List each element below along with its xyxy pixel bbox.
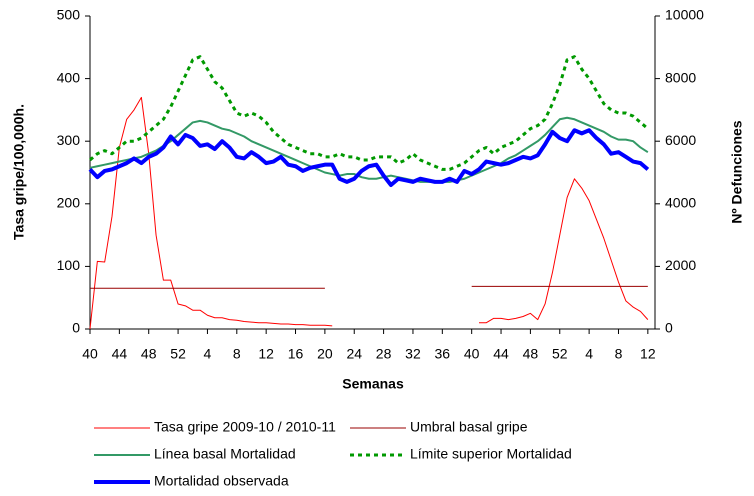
- y-tick-label: 100: [57, 257, 81, 273]
- x-tick-label: 24: [346, 346, 362, 362]
- x-tick-label: 20: [317, 346, 333, 362]
- y-axis-title: Tasa gripe/100,000h.: [11, 104, 27, 240]
- y-tick-label: 400: [57, 69, 81, 85]
- x-tick-label: 40: [82, 346, 98, 362]
- legend-label: Tasa gripe 2009-10 / 2010-11: [154, 419, 336, 435]
- x-tick-label: 52: [170, 346, 186, 362]
- y-tick-label: 500: [57, 7, 81, 23]
- y-tick-label: 300: [57, 132, 81, 148]
- y2-tick-label: 0: [665, 320, 673, 336]
- x-tick-label: 4: [585, 346, 593, 362]
- x-tick-label: 32: [405, 346, 421, 362]
- x-tick-label: 44: [112, 346, 128, 362]
- legend-label: Límite superior Mortalidad: [410, 446, 572, 462]
- y-tick-label: 200: [57, 195, 81, 211]
- x-axis-title: Semanas: [342, 376, 404, 392]
- series-line: [90, 285, 648, 289]
- x-tick-label: 12: [640, 346, 656, 362]
- y2-tick-label: 4000: [665, 195, 696, 211]
- y-tick-label: 0: [72, 320, 80, 336]
- series-line: [89, 96, 649, 330]
- series-line: [88, 128, 650, 188]
- x-tick-label: 28: [376, 346, 392, 362]
- x-tick-label: 36: [435, 346, 451, 362]
- legend-label: Mortalidad observada: [154, 473, 289, 489]
- legend-label: Umbral basal gripe: [410, 419, 528, 435]
- x-tick-label: 48: [141, 346, 157, 362]
- series-line: [89, 55, 649, 171]
- y2-tick-label: 6000: [665, 132, 696, 148]
- legend-label: Línea basal Mortalidad: [154, 446, 296, 462]
- x-tick-label: 40: [464, 346, 480, 362]
- x-tick-label: 4: [204, 346, 212, 362]
- x-tick-label: 44: [493, 346, 509, 362]
- x-tick-label: 8: [233, 346, 241, 362]
- x-tick-label: 52: [552, 346, 568, 362]
- y2-tick-label: 8000: [665, 69, 696, 85]
- y2-tick-label: 2000: [665, 257, 696, 273]
- y2-tick-label: 10000: [665, 7, 704, 23]
- x-tick-label: 8: [615, 346, 623, 362]
- x-tick-label: 12: [258, 346, 274, 362]
- series-line: [89, 116, 649, 183]
- x-tick-label: 48: [523, 346, 539, 362]
- y2-axis-title: Nº Defunciones: [729, 120, 745, 223]
- x-tick-label: 16: [288, 346, 304, 362]
